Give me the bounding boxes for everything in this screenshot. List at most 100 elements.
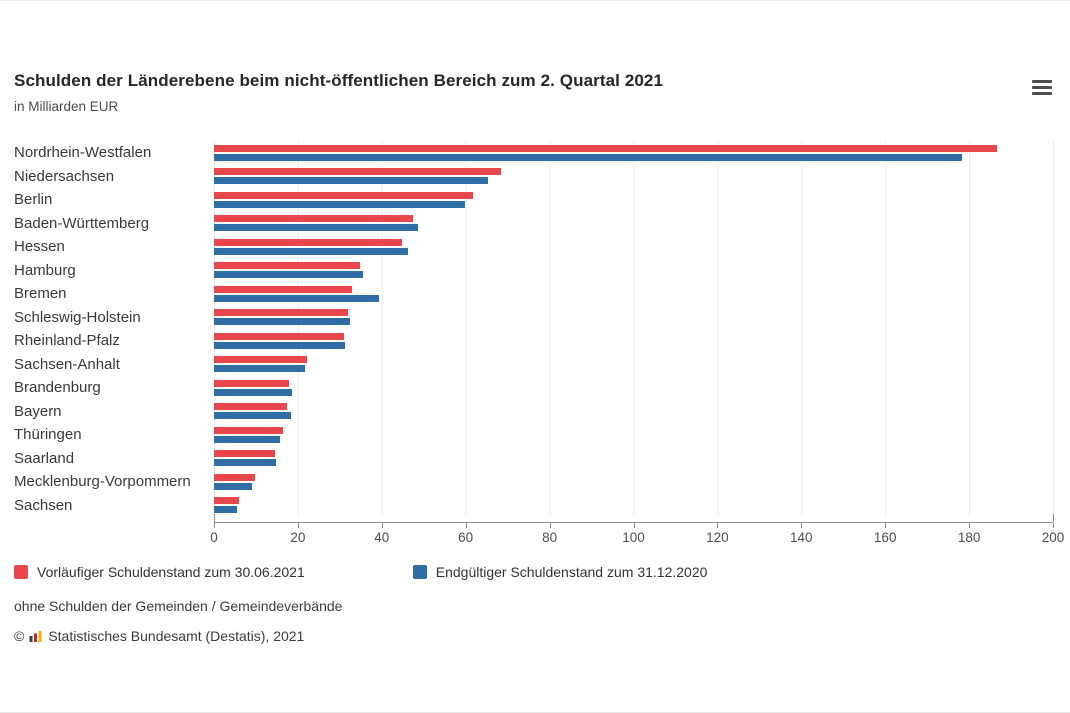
x-axis-tick: [381, 523, 383, 528]
bar-final-2020[interactable]: [214, 294, 379, 302]
category-label: Bayern: [14, 402, 62, 420]
bar-preliminary-2021[interactable]: [214, 309, 348, 317]
table-row: Brandenburg: [14, 376, 1053, 400]
category-label: Sachsen: [14, 496, 73, 514]
bar-group: [214, 332, 1053, 349]
bar-preliminary-2021[interactable]: [214, 473, 256, 481]
bar-final-2020[interactable]: [214, 200, 465, 208]
legend-item-preliminary-2021[interactable]: Vorläufiger Schuldenstand zum 30.06.2021: [14, 564, 305, 580]
bar-group: [214, 473, 1053, 490]
bar-final-2020[interactable]: [214, 341, 345, 349]
table-row: Hamburg: [14, 259, 1053, 283]
category-label: Bremen: [14, 285, 67, 303]
bar-preliminary-2021[interactable]: [214, 285, 352, 293]
bar-preliminary-2021[interactable]: [214, 238, 402, 246]
table-row: Berlin: [14, 188, 1053, 212]
bar-preliminary-2021[interactable]: [214, 332, 345, 340]
bar-preliminary-2021[interactable]: [214, 450, 276, 458]
x-axis-tick-label: 200: [1041, 530, 1065, 545]
bar-final-2020[interactable]: [214, 388, 293, 396]
x-axis-tick: [969, 523, 971, 528]
x-axis-tick: [549, 523, 551, 528]
legend-label: Vorläufiger Schuldenstand zum 30.06.2021: [37, 564, 305, 580]
bar-final-2020[interactable]: [214, 506, 238, 514]
bar-rows: Nordrhein-Westfalen Niedersachsen Berlin…: [14, 141, 1053, 517]
bar-group: [214, 356, 1053, 373]
bar-final-2020[interactable]: [214, 224, 418, 232]
bar-group: [214, 450, 1053, 467]
footnote: ohne Schulden der Gemeinden / Gemeindeve…: [14, 598, 343, 614]
bar-preliminary-2021[interactable]: [214, 168, 501, 176]
legend-item-final-2020[interactable]: Endgültiger Schuldenstand zum 31.12.2020: [412, 564, 707, 580]
bar-final-2020[interactable]: [214, 153, 962, 161]
legend-swatch-red: [14, 565, 28, 579]
bar-preliminary-2021[interactable]: [214, 379, 290, 387]
bar-group: [214, 426, 1053, 443]
copyright-line: © Statistisches Bundesamt (Destatis), 20…: [14, 628, 304, 644]
copyright-text: Statistisches Bundesamt (Destatis), 2021: [48, 628, 305, 644]
x-axis-tick-label: 60: [458, 530, 474, 545]
bar-final-2020[interactable]: [214, 318, 350, 326]
x-axis-tick-label: 20: [290, 530, 306, 545]
bar-group: [214, 191, 1053, 208]
table-row: Bremen: [14, 282, 1053, 306]
bar-final-2020[interactable]: [214, 435, 280, 443]
bar-final-2020[interactable]: [214, 365, 306, 373]
x-axis-tick: [717, 523, 719, 528]
bar-preliminary-2021[interactable]: [214, 191, 473, 199]
bar-final-2020[interactable]: [214, 271, 363, 279]
bar-final-2020[interactable]: [214, 177, 488, 185]
x-axis-tick-label: 160: [873, 530, 897, 545]
table-row: Mecklenburg-Vorpommern: [14, 470, 1053, 494]
table-row: Baden-Württemberg: [14, 212, 1053, 236]
x-axis: 0 20 40 60 80 100 120 140 160 180 200: [210, 514, 1064, 559]
x-axis-tick: [633, 523, 635, 528]
x-axis-tick: [801, 523, 803, 528]
bar-preliminary-2021[interactable]: [214, 403, 287, 411]
table-row: Rheinland-Pfalz: [14, 329, 1053, 353]
category-label: Rheinland-Pfalz: [14, 332, 120, 350]
x-axis-tick-label: 180: [957, 530, 981, 545]
category-label: Niedersachsen: [14, 167, 115, 185]
bar-final-2020[interactable]: [214, 412, 291, 420]
bar-group: [214, 309, 1053, 326]
x-axis-tick-label: 40: [374, 530, 390, 545]
chart-subtitle: in Milliarden EUR: [14, 99, 119, 114]
category-label: Hamburg: [14, 261, 76, 279]
table-row: Niedersachsen: [14, 165, 1053, 189]
bar-preliminary-2021[interactable]: [214, 497, 240, 505]
plot-area: Nordrhein-Westfalen Niedersachsen Berlin…: [14, 141, 1054, 517]
x-axis-tick-label: 140: [790, 530, 813, 545]
category-label: Baden-Württemberg: [14, 214, 150, 232]
category-label: Nordrhein-Westfalen: [14, 144, 152, 162]
legend: Vorläufiger Schuldenstand zum 30.06.2021…: [14, 564, 707, 580]
hamburger-menu-icon[interactable]: [1032, 80, 1052, 95]
bar-group: [214, 262, 1053, 279]
x-axis-tick: [1053, 523, 1054, 528]
x-axis-tick-label: 80: [542, 530, 558, 545]
category-label: Saarland: [14, 449, 75, 467]
bar-preliminary-2021[interactable]: [214, 356, 308, 364]
legend-swatch-blue: [412, 565, 427, 579]
bar-preliminary-2021[interactable]: [214, 215, 413, 223]
bar-final-2020[interactable]: [214, 482, 252, 490]
bar-preliminary-2021[interactable]: [214, 262, 360, 270]
copyright-symbol: ©: [14, 628, 25, 644]
category-label: Schleswig-Holstein: [14, 308, 141, 326]
bar-final-2020[interactable]: [214, 247, 408, 255]
x-axis-endcap: [214, 514, 215, 522]
bar-group: [214, 168, 1053, 185]
chart-title: Schulden der Länderebene beim nicht-öffe…: [14, 71, 664, 90]
x-axis-tick: [465, 523, 467, 528]
bar-group: [214, 379, 1053, 396]
destatis-bar-chart-logo-icon: [29, 631, 42, 642]
table-row: Sachsen: [14, 494, 1053, 518]
x-axis-tick: [885, 523, 887, 528]
bar-preliminary-2021[interactable]: [214, 144, 997, 152]
bar-preliminary-2021[interactable]: [214, 426, 283, 434]
table-row: Nordrhein-Westfalen: [14, 141, 1053, 165]
bar-final-2020[interactable]: [214, 459, 277, 467]
table-row: Hessen: [14, 235, 1053, 259]
table-row: Schleswig-Holstein: [14, 306, 1053, 330]
